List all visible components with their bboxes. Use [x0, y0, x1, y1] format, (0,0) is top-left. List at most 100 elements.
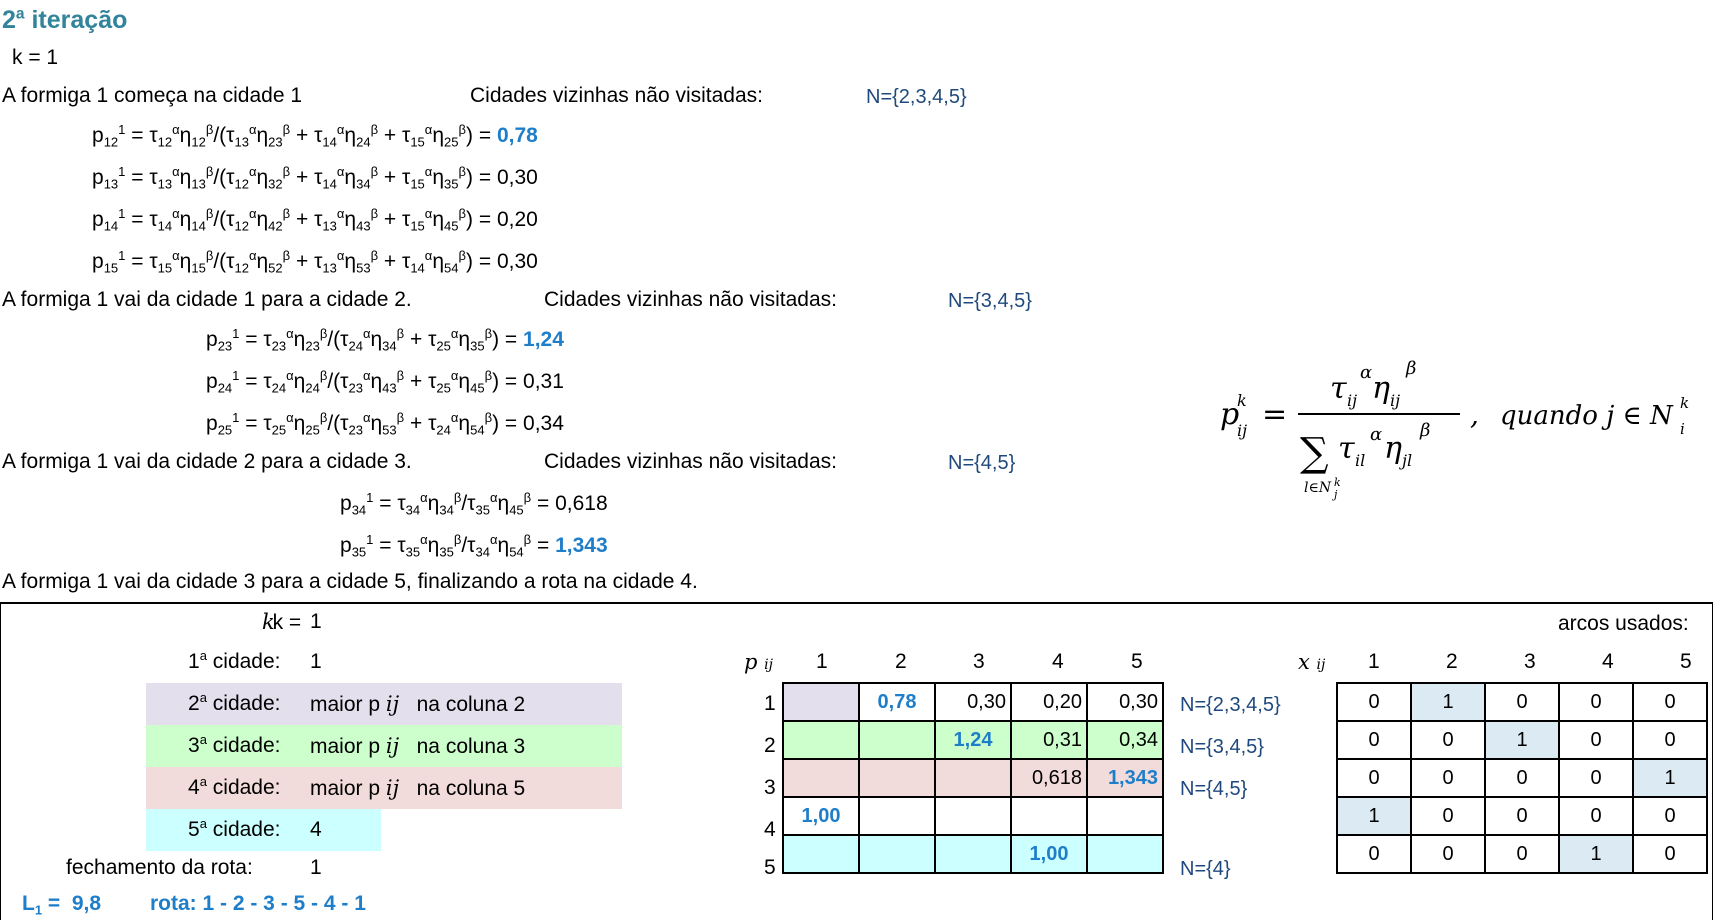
p-cell — [858, 796, 936, 836]
svg-text:l∈N: l∈N — [1304, 480, 1332, 496]
x-cell: 0 — [1484, 682, 1560, 722]
x-matrix-symbol: x ij — [1298, 650, 1326, 674]
p-cell: 0,20 — [1010, 682, 1088, 722]
city2-label: 2a cidade: — [188, 690, 281, 715]
x-cell: 0 — [1632, 720, 1708, 760]
city4-label: 4a cidade: — [188, 774, 281, 799]
x-cell: 0 — [1632, 682, 1708, 722]
summary-k: k k = — [262, 610, 302, 634]
p-row-5-set: N={4} — [1180, 858, 1231, 880]
x-cell: 0 — [1558, 682, 1634, 722]
table-row: 1 0 0 0 0 — [1336, 796, 1708, 836]
svg-text:il: il — [1355, 451, 1365, 470]
x-cell: 0 — [1410, 834, 1486, 874]
svg-text:α: α — [1360, 362, 1372, 383]
p-cell: 0,618 — [1010, 758, 1088, 798]
x-cell: 0 — [1558, 758, 1634, 798]
table-row: 1,00 — [782, 796, 1164, 836]
svg-text:p: p — [1220, 397, 1239, 432]
x-cell: 0 — [1484, 796, 1560, 836]
route-close-label: fechamento da rota: — [66, 856, 253, 879]
svg-text:=: = — [1262, 397, 1287, 432]
p-cell: 0,30 — [934, 682, 1012, 722]
eq-p35: p351 = τ35αη35β/τ34αη54β = 1,343 — [340, 532, 608, 560]
table-row: 0,618 1,343 — [782, 758, 1164, 798]
step2-text: A formiga 1 vai da cidade 1 para a cidad… — [2, 288, 412, 311]
eq-p15: p151 = τ15αη15β/(τ12αη52β + τ13αη53β + τ… — [92, 248, 538, 276]
table-row: 0 0 0 1 0 — [1336, 834, 1708, 874]
x-cell: 0 — [1336, 758, 1412, 798]
arcs-used-title: arcos usados: — [1558, 612, 1689, 635]
step3-text: A formiga 1 vai da cidade 2 para a cidad… — [2, 450, 412, 473]
x-cell: 0 — [1484, 834, 1560, 874]
city5-value: 4 — [310, 818, 322, 841]
p-cell — [1086, 834, 1164, 874]
step3-set: N={4,5} — [948, 452, 1016, 474]
city3-rule: maior p ij na coluna 3 — [310, 734, 526, 758]
svg-text:j: j — [1331, 488, 1338, 501]
svg-text:α: α — [1370, 424, 1382, 445]
svg-text:ij: ij — [1347, 391, 1357, 410]
p-cell — [934, 758, 1012, 798]
svg-text:,: , — [1470, 398, 1479, 431]
p-matrix-symbol: p ij — [744, 650, 773, 674]
table-row: 0,78 0,30 0,20 0,30 — [782, 682, 1164, 722]
band-green — [146, 725, 622, 767]
p-row-3: 3 — [764, 776, 776, 799]
step2-set: N={3,4,5} — [948, 290, 1032, 312]
page-title: 2a iteração — [2, 5, 128, 34]
summary-panel — [0, 602, 1713, 920]
x-cell: 1 — [1558, 834, 1634, 874]
svg-text:τ: τ — [1330, 371, 1347, 406]
p-row-4: 4 — [764, 818, 776, 841]
p-row-1-set: N={2,3,4,5} — [1180, 694, 1281, 716]
x-cell: 0 — [1558, 720, 1634, 760]
x-col-4: 4 — [1602, 650, 1614, 673]
p-cell — [782, 758, 860, 798]
p-col-2: 2 — [895, 650, 907, 673]
p-cell: 1,24 — [934, 720, 1012, 760]
k-line: k = 1 — [12, 46, 59, 69]
table-row: 0 0 0 0 1 — [1336, 758, 1708, 798]
city5-label: 5a cidade: — [188, 816, 281, 841]
city4-rule: maior p ij na coluna 5 — [310, 776, 526, 800]
x-cell: 1 — [1336, 796, 1412, 836]
x-cell: 0 — [1558, 796, 1634, 836]
p-cell: 0,30 — [1086, 682, 1164, 722]
p-cell — [1086, 796, 1164, 836]
step3-neighbors-label: Cidades vizinhas não visitadas: — [544, 450, 837, 473]
p-cell — [858, 758, 936, 798]
svg-text:k: k — [1680, 394, 1689, 412]
p-cell: 0,34 — [1086, 720, 1164, 760]
city3-label: 3a cidade: — [188, 732, 281, 757]
band-pink — [146, 767, 622, 809]
x-cell: 0 — [1410, 796, 1486, 836]
x-cell: 0 — [1336, 720, 1412, 760]
svg-text:β: β — [1419, 420, 1430, 441]
p-row-2-set: N={3,4,5} — [1180, 736, 1264, 758]
x-cell: 1 — [1410, 682, 1486, 722]
svg-text:∑: ∑ — [1300, 430, 1329, 476]
p-cell: 0,31 — [1010, 720, 1088, 760]
svg-text:η: η — [1384, 431, 1402, 466]
svg-text:ij: ij — [1390, 391, 1400, 410]
svg-text:quando j ∈ N: quando j ∈ N — [1500, 401, 1674, 431]
x-cell: 0 — [1336, 834, 1412, 874]
p-cell — [1010, 796, 1088, 836]
table-row: 1,00 — [782, 834, 1164, 874]
p-row-2: 2 — [764, 734, 776, 757]
p-cell: 1,00 — [1010, 834, 1088, 874]
step1-neighbors-label: Cidades vizinhas não visitadas: — [470, 84, 763, 107]
p-cell: 1,00 — [782, 796, 860, 836]
svg-text:i: i — [1680, 420, 1685, 438]
eq-p12: p121 = τ12αη12β/(τ13αη23β + τ14αη24β + τ… — [92, 122, 538, 150]
p-row-1: 1 — [764, 692, 776, 715]
route-sequence: rota: 1 - 2 - 3 - 5 - 4 - 1 — [150, 892, 366, 915]
p-cell: 1,343 — [1086, 758, 1164, 798]
eq-p24: p241 = τ24αη24β/(τ23αη43β + τ25αη45β) = … — [206, 368, 564, 396]
summary-k-value: 1 — [310, 610, 322, 633]
p-col-3: 3 — [973, 650, 985, 673]
eq-p23: p231 = τ23αη23β/(τ24αη34β + τ25αη35β) = … — [206, 326, 564, 354]
eq-p14: p141 = τ14αη14β/(τ12αη42β + τ13αη43β + τ… — [92, 206, 538, 234]
p-cell — [858, 720, 936, 760]
